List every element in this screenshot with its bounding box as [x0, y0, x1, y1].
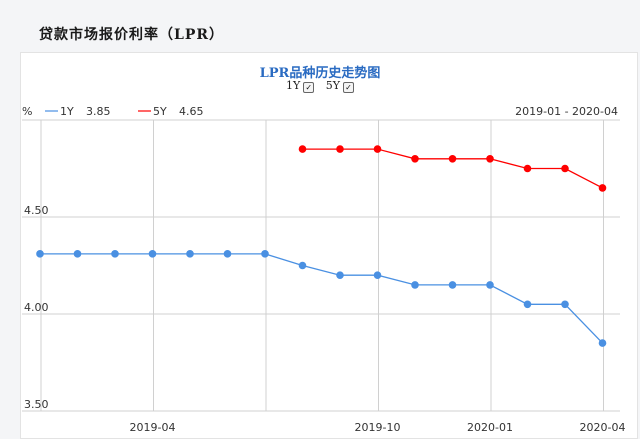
toggle-1y[interactable]: 1Y ✓	[285, 79, 315, 93]
axis-labels: 3.50 4.00 4.50 2019-04 2019-10 2020-01 2020-04	[24, 204, 625, 434]
series	[36, 145, 607, 347]
y-tick-label: 3.50	[24, 398, 49, 411]
checkbox-5y[interactable]: ✓	[343, 82, 355, 93]
data-point-1y	[73, 250, 82, 258]
checkbox-1y[interactable]: ✓	[303, 82, 315, 93]
y-tick-label: 4.00	[24, 301, 49, 314]
series-toggles: 1Y ✓ 5Y ✓	[0, 79, 640, 93]
grid-lines	[22, 119, 620, 412]
data-point-1y	[298, 261, 307, 270]
data-point-1y	[336, 271, 344, 280]
legend-5y-name: 5Y	[153, 105, 167, 118]
data-point-1y	[223, 250, 232, 258]
toggle-1y-label: 1Y	[285, 79, 301, 92]
data-point-5y	[298, 145, 307, 153]
data-point-1y	[598, 339, 607, 347]
toggle-5y-label: 5Y	[325, 79, 341, 92]
legend: % 1Y 3.85 5Y 4.65 2019-01 - 2020-04	[22, 105, 618, 118]
unit-label: %	[22, 105, 32, 118]
chart-title: LPR品种历史走势图	[259, 66, 381, 81]
data-point-1y	[373, 271, 382, 280]
data-point-5y	[486, 155, 494, 163]
y-tick-label: 4.50	[24, 204, 49, 217]
data-point-5y	[523, 164, 532, 173]
x-tick-label: 2020-01	[467, 421, 513, 434]
x-tick-label: 2019-04	[130, 421, 176, 434]
toggle-5y[interactable]: 5Y ✓	[325, 79, 355, 93]
data-point-5y	[598, 184, 607, 192]
data-point-1y	[486, 281, 494, 289]
data-point-5y	[561, 164, 569, 173]
data-point-1y	[561, 300, 569, 309]
x-tick-label: 2019-10	[355, 421, 401, 434]
data-point-1y	[36, 250, 44, 258]
data-point-5y	[336, 145, 344, 153]
series-line-5y	[302, 148, 603, 189]
data-point-1y	[448, 281, 457, 289]
data-point-1y	[186, 250, 194, 258]
chart-panel	[20, 52, 638, 439]
data-point-1y	[111, 250, 119, 258]
legend-1y-value: 3.85	[86, 105, 111, 118]
series-line-1y	[40, 253, 603, 344]
data-point-1y	[411, 281, 419, 289]
legend-1y-name: 1Y	[60, 105, 74, 118]
page-title: 贷款市场报价利率（LPR）	[39, 27, 225, 43]
legend-5y-value: 4.65	[179, 105, 204, 118]
data-point-5y	[448, 155, 457, 163]
date-range: 2019-01 - 2020-04	[515, 105, 618, 118]
x-tick-label: 2020-04	[580, 421, 626, 434]
data-point-1y	[261, 250, 269, 258]
data-point-1y	[523, 300, 532, 309]
data-point-5y	[411, 155, 419, 163]
data-point-5y	[373, 145, 382, 153]
data-point-1y	[148, 250, 157, 258]
